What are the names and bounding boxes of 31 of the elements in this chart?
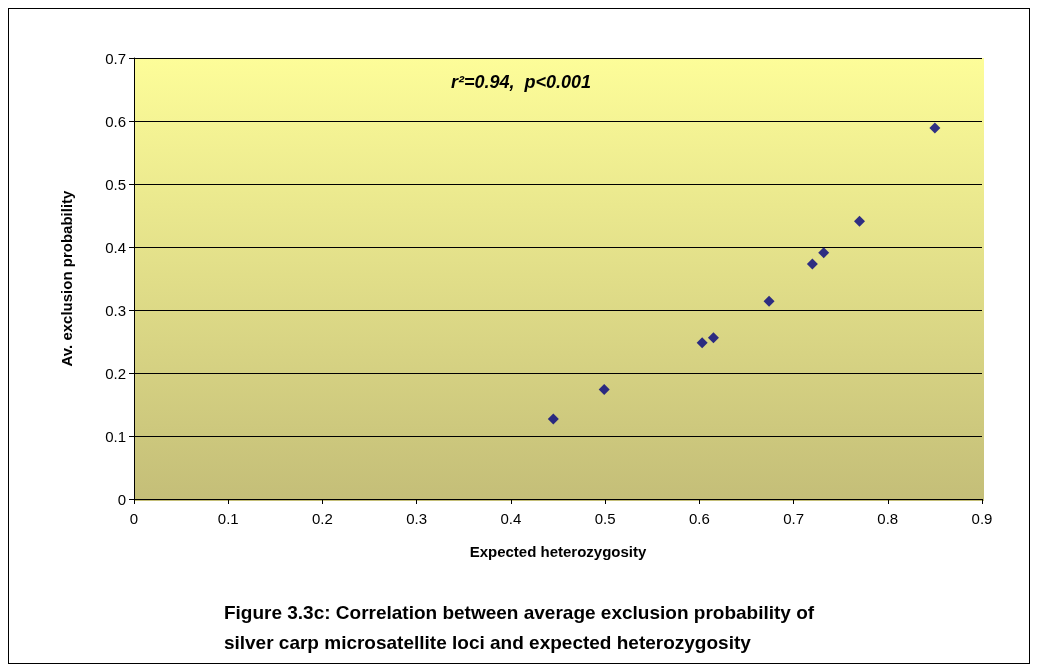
y-tick-label: 0.4 [105,238,126,256]
point [598,383,610,395]
x-tick-label: 0.4 [500,510,522,527]
x-axis-title: Expected heterozygosity [469,543,648,560]
point [929,122,941,134]
x-tick-label: 0.1 [217,510,239,527]
y-tick-label: 0.5 [105,175,126,193]
y-tick-label: 0.7 [105,49,126,67]
y-tick-label: 0.1 [105,427,126,445]
point [806,258,818,270]
annotation: r²=0.94, p<0.001 [451,72,592,92]
point [696,337,708,349]
point [854,215,866,227]
point [707,332,719,344]
x-tick-label: 0 [129,510,139,527]
y-tick-label: 0.6 [105,112,126,130]
x-tick-label: 0.7 [783,510,804,527]
y-tick-label: 0 [117,490,126,508]
x-tick-label: 0.3 [406,510,428,527]
x-tick-label: 0.2 [312,510,333,527]
x-tick-label: 0.6 [688,510,710,527]
point [763,295,775,307]
y-tick-label: 0.3 [105,301,126,319]
caption: Figure 3.3c: Correlation between average exclusion probability of silver carp microsatellite loci and expected heterozygosity [223,601,815,653]
x-tick-label: 0.5 [594,510,616,527]
y-axis-title: Av. exclusion probability [58,189,75,367]
x-tick-label: 0.8 [877,510,899,527]
point [547,413,559,425]
y-tick-label: 0.2 [105,364,126,382]
point [818,247,830,259]
x-tick-label: 0.9 [971,510,993,527]
